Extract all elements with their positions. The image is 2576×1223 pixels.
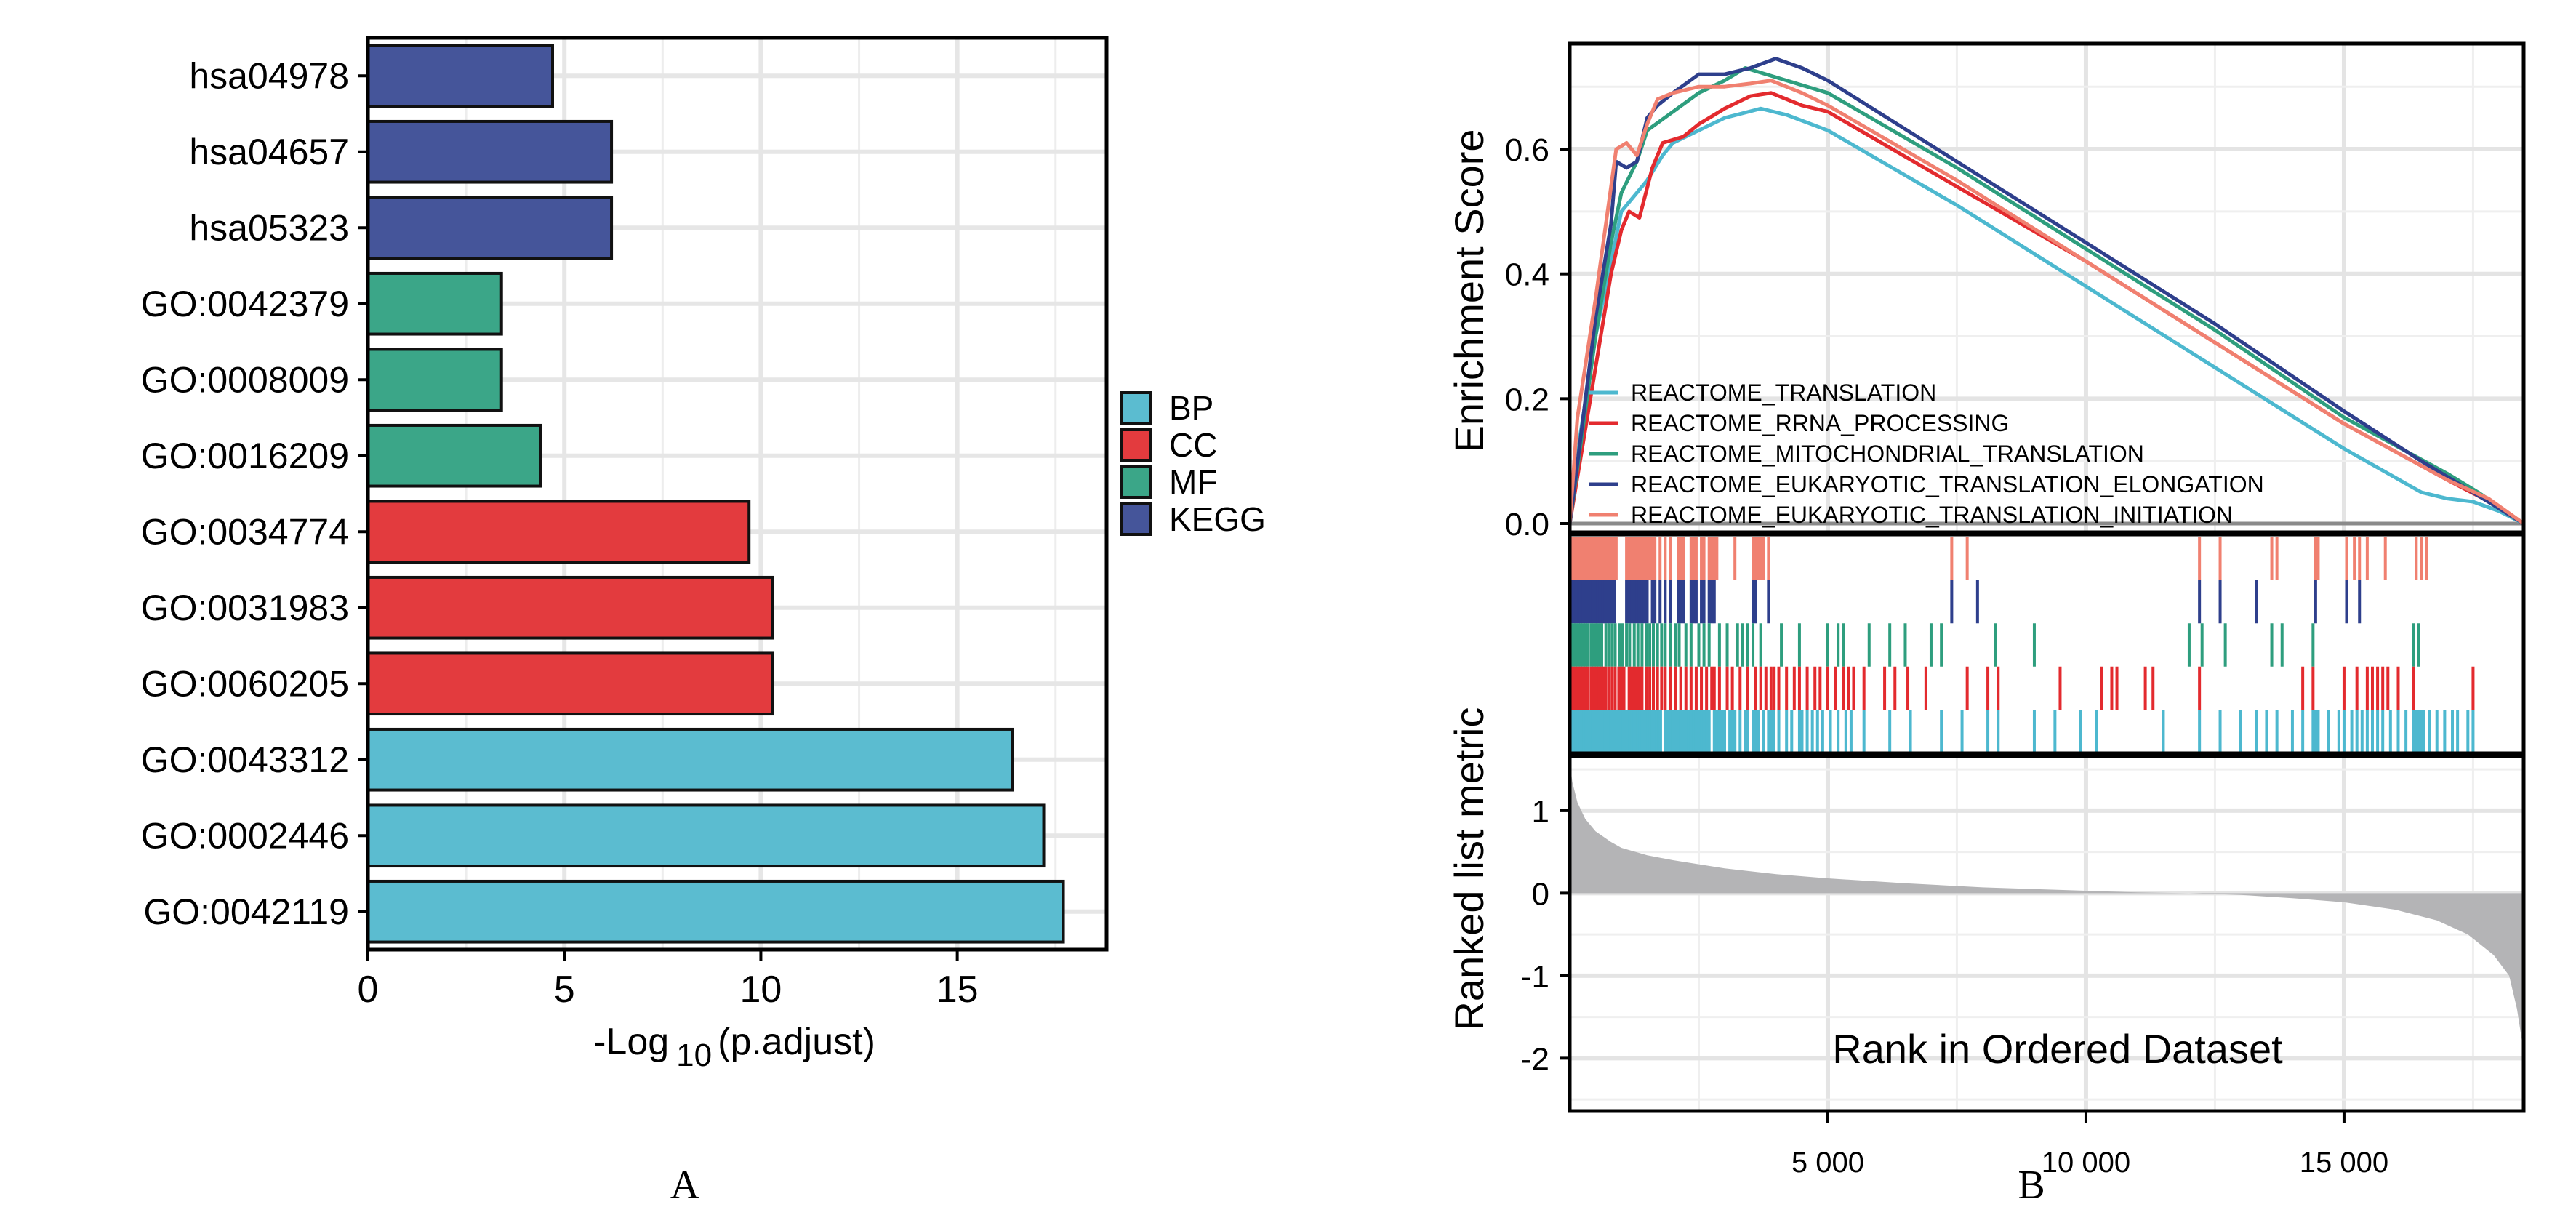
es-y-tick-label: 0.6 (1505, 132, 1549, 168)
bar-hsa05323 (366, 196, 614, 260)
es-y-tick-label: 0.2 (1505, 382, 1549, 417)
hit-track-reactome-translation (1568, 710, 2475, 753)
bar-go-0002446 (366, 803, 1046, 868)
legend-label-reactome-translation: REACTOME_TRANSLATION (1631, 380, 1936, 406)
x-tick-label: 10 000 (2042, 1147, 2130, 1179)
metric-y-tick-label: -2 (1521, 1041, 1549, 1077)
x-title-prefix: -Log (593, 1021, 669, 1063)
y-tick-label-go-0042119: GO:0042119 (143, 891, 349, 932)
rank-hit-frame (1568, 532, 2526, 755)
bar-go-0016209 (366, 423, 542, 488)
es-curve-reactome-mitochondrial-translation (1568, 66, 2525, 526)
legend-label-reactome-rrna-processing: REACTOME_RRNA_PROCESSING (1631, 410, 2009, 436)
hit-track-reactome-eukaryotic-translation-initiation (1570, 537, 2428, 580)
legend-label-reactome-mitochondrial-translation: REACTOME_MITOCHONDRIAL_TRANSLATION (1631, 441, 2144, 467)
bar-go-0042119 (366, 879, 1065, 944)
panel-a-frame (366, 36, 1109, 952)
legend-label-mf: MF (1169, 463, 1217, 501)
y-tick-label-go-0002446: GO:0002446 (141, 815, 349, 856)
metric-y-tick-label: 0 (1532, 876, 1549, 912)
bar-hsa04978 (366, 44, 554, 108)
y-tick-label-go-0060205: GO:0060205 (141, 663, 349, 704)
panel-b-letter: B (2018, 1163, 2045, 1208)
y-tick-label-go-0043312: GO:0043312 (141, 739, 349, 780)
x-tick-label: 5 (554, 969, 575, 1011)
y-tick-label-hsa05323: hsa05323 (189, 207, 349, 248)
panel-a-bar-chart: hsa04978 hsa04657 hsa05323 GO:0042379 GO:000… (141, 36, 1266, 1208)
bar-go-0008009 (366, 348, 503, 412)
es-y-tick-label: 0.4 (1505, 257, 1549, 293)
es-legend: REACTOME_TRANSLATION REACTOME_RRNA_PROCES… (1589, 380, 2264, 528)
bar-go-0043312 (366, 727, 1014, 792)
metric-y-tick-label: -1 (1521, 959, 1549, 995)
x-tick-label: 0 (358, 969, 379, 1011)
es-grid (1570, 44, 2524, 532)
bar-go-0042379 (366, 271, 503, 336)
bar-hsa04657 (366, 119, 614, 184)
x-tick-label: 15 000 (2300, 1147, 2388, 1179)
es-y-ticks: 0.0 0.2 0.4 0.6 (1505, 132, 1570, 542)
bar-go-0034774 (366, 500, 751, 564)
legend-label-reactome-eukaryotic-translation-initiation: REACTOME_EUKARYOTIC_TRANSLATION_INITIATI… (1631, 502, 2233, 528)
es-y-axis-title: Enrichment Score (1446, 129, 1492, 452)
hit-track-reactome-rrna-processing (1569, 666, 2475, 710)
panel-a-letter: A (670, 1163, 700, 1208)
panel-b-gsea-plot: REACTOME_TRANSLATION REACTOME_RRNA_PROCES… (1446, 41, 2526, 1208)
x-tick-label: 10 (740, 969, 782, 1011)
y-tick-label-go-0016209: GO:0016209 (141, 436, 349, 476)
panel-a-x-axis-title: -Log 10 (p.adjust) (593, 1021, 875, 1073)
y-tick-label-go-0034774: GO:0034774 (141, 511, 349, 552)
bar-go-0031983 (366, 575, 774, 640)
x-tick-label: 5 000 (1791, 1147, 1864, 1179)
metric-y-axis-title: Ranked list metric (1446, 707, 1492, 1030)
metric-y-ticks: 1 0 -1 -2 (1521, 794, 1570, 1077)
hit-track-reactome-mitochondrial-translation (1569, 623, 2420, 667)
es-panel-frame (1568, 41, 2526, 534)
legend-label-kegg: KEGG (1169, 500, 1266, 538)
es-curve-reactome-translation (1568, 106, 2525, 526)
es-y-tick-label: 0.0 (1505, 507, 1549, 542)
legend-swatch-bp (1120, 391, 1152, 425)
bar-go-0060205 (366, 651, 774, 716)
hit-track-reactome-eukaryotic-translation-elongation (1570, 580, 2362, 624)
metric-panel-frame (1568, 754, 2526, 1113)
y-tick-label-hsa04657: hsa04657 (189, 132, 349, 172)
panel-a-x-ticks: 0 5 10 15 (358, 950, 979, 1011)
y-tick-label-go-0008009: GO:0008009 (141, 359, 349, 400)
y-tick-label-hsa04978: hsa04978 (189, 55, 349, 96)
x-title-subscript: 10 (676, 1038, 712, 1073)
rank-x-axis-title: Rank in Ordered Dataset (1832, 1026, 2283, 1072)
y-tick-label-go-0031983: GO:0031983 (141, 588, 349, 628)
es-curves (1568, 57, 2525, 526)
legend-swatch-kegg (1120, 502, 1152, 536)
metric-y-tick-label: 1 (1532, 794, 1549, 830)
legend-label-cc: CC (1169, 426, 1217, 464)
legend-label-reactome-eukaryotic-translation-elongation: REACTOME_EUKARYOTIC_TRANSLATION_ELONGATI… (1631, 471, 2264, 497)
legend-swatch-mf (1120, 465, 1152, 499)
rank-hit-tracks (1568, 537, 2475, 753)
es-curve-reactome-eukaryotic-translation-elongation (1568, 57, 2525, 526)
panel-a-y-ticks: hsa04978 hsa04657 hsa05323 GO:0042379 GO:000… (141, 55, 368, 932)
legend-label-bp: BP (1169, 389, 1213, 427)
metric-area (1570, 761, 2524, 1059)
x-title-suffix: (p.adjust) (718, 1021, 875, 1063)
x-tick-label: 15 (936, 969, 979, 1011)
metric-x-ticks: 5 000 10 000 15 000 (1791, 1111, 2388, 1179)
panel-a-bars (366, 44, 1065, 944)
legend-swatch-cc (1120, 428, 1152, 462)
es-curve-reactome-eukaryotic-translation-initiation (1568, 79, 2525, 526)
y-tick-label-go-0042379: GO:0042379 (141, 284, 349, 324)
